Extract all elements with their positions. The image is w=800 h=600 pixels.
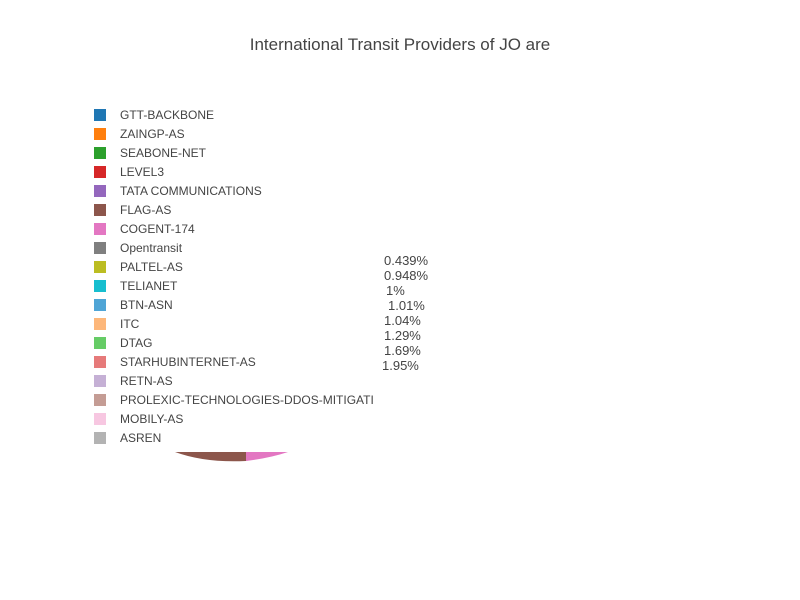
legend-swatch	[94, 261, 106, 273]
legend-swatch	[94, 147, 106, 159]
legend-item[interactable]: GTT-BACKBONE	[94, 108, 214, 122]
legend-swatch	[94, 128, 106, 140]
legend-label: PALTEL-AS	[120, 260, 183, 274]
legend-item[interactable]: SEABONE-NET	[94, 146, 207, 160]
slice-label: 1.95%	[382, 358, 419, 373]
legend-item[interactable]: ZAINGP-AS	[94, 127, 185, 141]
legend-label: ASREN	[120, 431, 161, 445]
legend-item[interactable]: ITC	[94, 317, 140, 331]
legend-label: MOBILY-AS	[120, 412, 183, 426]
legend-item[interactable]: PROLEXIC-TECHNOLOGIES-DDOS-MITIGATI	[94, 393, 374, 407]
legend-label: COGENT-174	[120, 222, 195, 236]
legend-swatch	[94, 413, 106, 425]
legend-label: RETN-AS	[120, 374, 173, 388]
legend-item[interactable]: MOBILY-AS	[94, 412, 183, 426]
legend-label: TATA COMMUNICATIONS	[120, 184, 262, 198]
legend-swatch	[94, 299, 106, 311]
legend-item[interactable]: PALTEL-AS	[94, 260, 183, 274]
pie-slice-cogent-174[interactable]	[246, 452, 288, 461]
legend-label: SEABONE-NET	[120, 146, 207, 160]
legend-swatch	[94, 394, 106, 406]
legend-swatch	[94, 432, 106, 444]
legend-swatch	[94, 280, 106, 292]
slice-label: 1.29%	[384, 328, 421, 343]
pie-slice-flag-as[interactable]	[175, 452, 246, 462]
legend-item[interactable]: TATA COMMUNICATIONS	[94, 184, 262, 198]
legend-item[interactable]: FLAG-AS	[94, 203, 171, 217]
legend-swatch	[94, 166, 106, 178]
slice-labels: 0.439%0.948%1%1.01%1.04%1.29%1.69%1.95%	[382, 253, 429, 373]
legend-swatch	[94, 318, 106, 330]
legend: GTT-BACKBONE ZAINGP-AS SEABONE-NET LEVEL3 TA…	[84, 102, 382, 452]
legend-item[interactable]: DTAG	[94, 336, 152, 350]
slice-label: 0.948%	[384, 268, 429, 283]
slice-label: 1.04%	[384, 313, 421, 328]
legend-label: ITC	[120, 317, 140, 331]
legend-label: ZAINGP-AS	[120, 127, 185, 141]
pie-slices	[175, 452, 288, 462]
legend-swatch	[94, 109, 106, 121]
legend-swatch	[94, 337, 106, 349]
legend-label: DTAG	[120, 336, 152, 350]
legend-label: TELIANET	[120, 279, 178, 293]
legend-label: BTN-ASN	[120, 298, 173, 312]
legend-item[interactable]: LEVEL3	[94, 165, 164, 179]
legend-label: FLAG-AS	[120, 203, 171, 217]
legend-label: STARHUBINTERNET-AS	[120, 355, 256, 369]
legend-swatch	[94, 185, 106, 197]
slice-label: 1%	[386, 283, 405, 298]
legend-swatch	[94, 375, 106, 387]
legend-swatch	[94, 204, 106, 216]
legend-label: LEVEL3	[120, 165, 164, 179]
legend-swatch	[94, 242, 106, 254]
legend-label: PROLEXIC-TECHNOLOGIES-DDOS-MITIGATI	[120, 393, 374, 407]
legend-item[interactable]: STARHUBINTERNET-AS	[94, 355, 256, 369]
legend-label: GTT-BACKBONE	[120, 108, 214, 122]
legend-background	[84, 102, 382, 452]
legend-item[interactable]: Opentransit	[94, 241, 183, 255]
legend-item[interactable]: COGENT-174	[94, 222, 195, 236]
legend-item[interactable]: BTN-ASN	[94, 298, 173, 312]
legend-item[interactable]: RETN-AS	[94, 374, 173, 388]
chart-title: International Transit Providers of JO ar…	[250, 35, 550, 54]
slice-label: 1.69%	[384, 343, 421, 358]
legend-swatch	[94, 356, 106, 368]
legend-swatch	[94, 223, 106, 235]
legend-label: Opentransit	[120, 241, 183, 255]
slice-label: 0.439%	[384, 253, 429, 268]
legend-item[interactable]: TELIANET	[94, 279, 178, 293]
slice-label: 1.01%	[388, 298, 425, 313]
legend-item[interactable]: ASREN	[94, 431, 161, 445]
